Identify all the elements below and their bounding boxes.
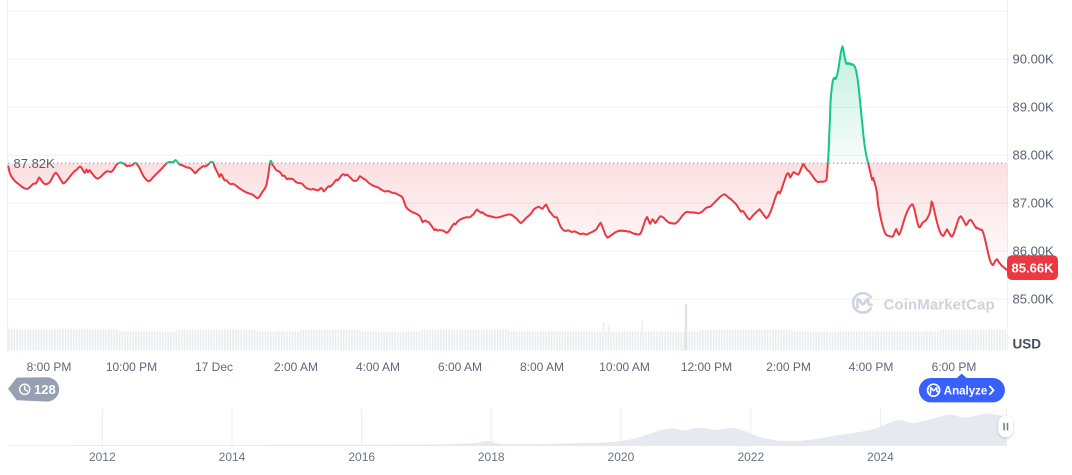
svg-text:8:00 PM: 8:00 PM <box>27 360 72 374</box>
svg-text:87.82K: 87.82K <box>14 156 56 171</box>
svg-text:2020: 2020 <box>608 450 635 464</box>
svg-text:2022: 2022 <box>737 450 764 464</box>
svg-text:17 Dec: 17 Dec <box>195 360 233 374</box>
svg-text:USD: USD <box>1013 337 1042 352</box>
svg-text:6:00 PM: 6:00 PM <box>932 360 977 374</box>
svg-text:2:00 PM: 2:00 PM <box>766 360 811 374</box>
svg-text:2018: 2018 <box>478 450 505 464</box>
svg-text:2024: 2024 <box>867 450 894 464</box>
svg-text:10:00 PM: 10:00 PM <box>106 360 157 374</box>
svg-text:4:00 AM: 4:00 AM <box>356 360 400 374</box>
svg-text:Analyze: Analyze <box>944 385 987 397</box>
svg-text:8:00 AM: 8:00 AM <box>520 360 564 374</box>
svg-text:87.00K: 87.00K <box>1013 196 1055 211</box>
svg-text:86.00K: 86.00K <box>1013 244 1055 259</box>
svg-text:128: 128 <box>34 382 56 397</box>
svg-text:85.00K: 85.00K <box>1013 292 1055 307</box>
svg-text:89.00K: 89.00K <box>1013 100 1055 115</box>
svg-text:2014: 2014 <box>219 450 246 464</box>
svg-text:2:00 AM: 2:00 AM <box>274 360 318 374</box>
svg-text:2016: 2016 <box>348 450 375 464</box>
svg-text:12:00 PM: 12:00 PM <box>681 360 732 374</box>
svg-text:4:00 PM: 4:00 PM <box>849 360 894 374</box>
svg-text:2012: 2012 <box>89 450 116 464</box>
svg-text:88.00K: 88.00K <box>1013 148 1055 163</box>
svg-text:85.66K: 85.66K <box>1012 260 1055 275</box>
svg-text:10:00 AM: 10:00 AM <box>599 360 650 374</box>
svg-text:90.00K: 90.00K <box>1013 52 1055 67</box>
svg-text:6:00 AM: 6:00 AM <box>438 360 482 374</box>
svg-text:CoinMarketCap: CoinMarketCap <box>884 296 995 313</box>
